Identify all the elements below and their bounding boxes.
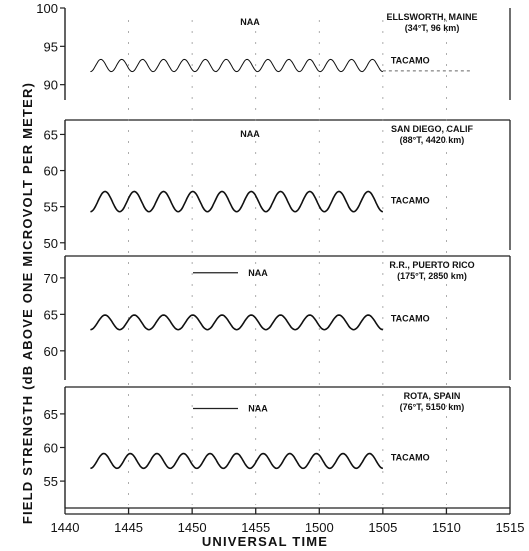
station-label: (175°T, 2850 km) [397, 271, 467, 281]
x-tick-label: 1455 [241, 520, 270, 535]
tacamo-label: TACAMO [391, 314, 430, 324]
station-label: (34°T, 96 km) [405, 23, 460, 33]
naa-label: NAA [248, 268, 268, 278]
y-tick-label: 65 [44, 307, 58, 322]
station-label: SAN DIEGO, CALIF [391, 124, 474, 134]
naa-label: NAA [240, 17, 260, 27]
y-tick-label: 65 [44, 127, 58, 142]
tacamo-trace [90, 190, 384, 213]
tacamo-label: TACAMO [391, 452, 430, 462]
y-tick-label: 100 [36, 1, 58, 16]
station-label: ROTA, SPAIN [404, 391, 461, 401]
station-label: (76°T, 5150 km) [400, 402, 465, 412]
x-tick-label: 1510 [432, 520, 461, 535]
x-tick-label: 1445 [114, 520, 143, 535]
naa-label: NAA [240, 129, 260, 139]
tacamo-label: TACAMO [391, 56, 430, 66]
y-tick-label: 90 [44, 78, 58, 93]
y-tick-label: 65 [44, 407, 58, 422]
x-tick-label: 1500 [305, 520, 334, 535]
y-tick-label: 95 [44, 39, 58, 54]
x-tick-label: 1515 [496, 520, 525, 535]
tacamo-label: TACAMO [391, 196, 430, 206]
time-gridlines [128, 20, 447, 505]
panel-frames [60, 7, 511, 515]
y-tick-label: 60 [44, 441, 58, 456]
station-label: R.R., PUERTO RICO [389, 260, 474, 270]
x-tick-label: 1450 [178, 520, 207, 535]
tacamo-trace [90, 58, 383, 73]
y-tick-label: 70 [44, 271, 58, 286]
x-tick-label: 1440 [51, 520, 80, 535]
data-traces [90, 58, 472, 470]
chart-text: 1440 1445 1450 1455 1500 1505 1510 1515 100 95 90 E… [36, 1, 524, 535]
tacamo-trace [90, 314, 384, 331]
station-label: (88°T, 4420 km) [400, 135, 465, 145]
x-axis-label: UNIVERSAL TIME [202, 534, 328, 549]
naa-label: NAA [248, 404, 268, 414]
station-label: ELLSWORTH, MAINE [387, 12, 478, 22]
y-tick-label: 60 [44, 344, 58, 359]
x-tick-label: 1505 [368, 520, 397, 535]
y-tick-label: 50 [44, 236, 58, 251]
y-axis-label: FIELD STRENGTH (dB ABOVE ONE MICROVOLT P… [20, 82, 35, 524]
y-tick-label: 60 [44, 164, 58, 179]
y-tick-label: 55 [44, 200, 58, 215]
tacamo-trace [90, 452, 384, 470]
y-tick-label: 55 [44, 474, 58, 489]
